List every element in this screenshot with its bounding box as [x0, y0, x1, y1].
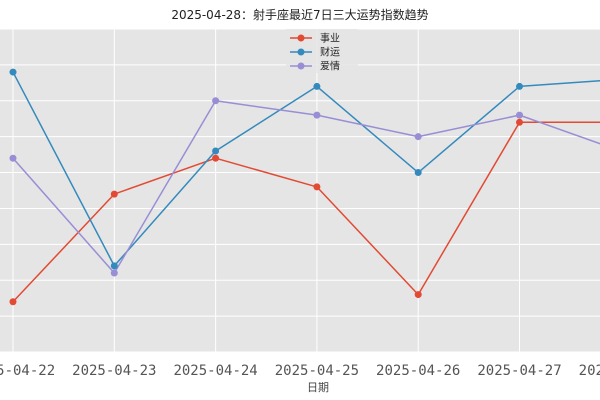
data-point-s0-4 [414, 291, 422, 299]
data-point-s1-2 [212, 147, 220, 155]
data-point-s0-0 [9, 298, 17, 306]
x-tick-label: 2025-04-27 [477, 363, 561, 379]
data-point-s2-1 [110, 269, 118, 277]
legend-label-aiqing: 爱情 [320, 60, 340, 73]
legend-marker-aiqing [297, 62, 305, 70]
x-tick-label: 2025-04-24 [173, 363, 257, 379]
plot-area [0, 29, 600, 352]
data-point-s0-2 [212, 154, 220, 162]
data-point-s1-4 [414, 169, 422, 177]
legend: 事业 财运 爱情 [286, 29, 358, 73]
data-point-s2-3 [313, 111, 321, 119]
series-points [9, 68, 523, 306]
data-point-s0-3 [313, 183, 321, 191]
data-point-s0-5 [516, 118, 523, 126]
data-point-s2-0 [9, 154, 17, 162]
legend-marker-caiyun [297, 48, 305, 56]
x-tick-label: 2025-04-25 [275, 363, 359, 379]
chart-title: 2025-04-28：射手座最近7日三大运势指数趋势 [171, 7, 428, 22]
data-point-s2-4 [414, 133, 422, 141]
x-tick-label: 2025-04-23 [72, 363, 156, 379]
x-tick-label: 2025-04-22 [0, 363, 55, 379]
data-point-s2-2 [212, 97, 220, 105]
legend-label-caiyun: 财运 [320, 46, 340, 59]
data-point-s1-5 [516, 82, 523, 90]
x-tick-label: 2025-04-28 [579, 363, 600, 379]
data-point-s1-3 [313, 82, 321, 90]
legend-marker-shiye [297, 34, 305, 42]
data-point-s2-5 [516, 111, 523, 119]
data-point-s0-1 [110, 190, 118, 198]
x-tick-labels: 2025-04-22 2025-04-23 2025-04-24 2025-04-25… [0, 363, 600, 379]
data-point-s1-1 [110, 262, 118, 270]
x-tick-label: 2025-04-26 [376, 363, 460, 379]
data-point-s1-0 [9, 68, 17, 76]
x-axis-label: 日期 [307, 381, 329, 394]
legend-label-shiye: 事业 [320, 32, 340, 45]
